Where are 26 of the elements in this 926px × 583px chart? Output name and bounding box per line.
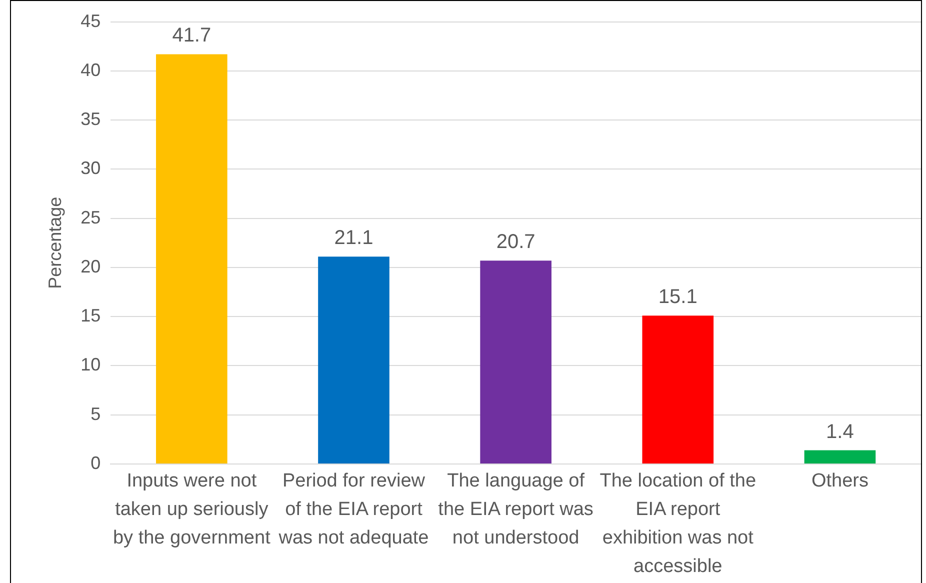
bar	[480, 260, 552, 464]
x-tick-label: The location of the EIA report exhibition was not accessible	[600, 470, 756, 577]
y-tick-label: 20	[80, 256, 101, 276]
y-tick-label: 25	[80, 207, 101, 228]
y-axis-title: Percentage	[44, 196, 65, 289]
bar	[642, 316, 714, 464]
y-tick-label: 40	[80, 60, 101, 80]
bar	[318, 256, 390, 464]
data-label: 41.7	[172, 24, 212, 47]
x-tick-label: The language of the EIA report was not understood	[438, 470, 594, 548]
y-tick-label: 5	[90, 404, 101, 424]
bar	[804, 450, 876, 464]
y-tick-label: 30	[80, 158, 101, 178]
x-tick-label: Inputs were not taken up seriously by the government	[112, 470, 272, 548]
bar	[156, 54, 228, 464]
data-label: 20.7	[496, 231, 536, 254]
y-tick-label: 0	[90, 452, 101, 473]
y-tick-label: 35	[80, 109, 101, 130]
data-label: 21.1	[334, 227, 374, 250]
x-tick-label: Period for review of the EIA report was not adequate	[278, 470, 429, 548]
x-tick-label: Others	[811, 470, 868, 492]
y-tick-label: 15	[80, 306, 101, 326]
data-label: 15.1	[658, 286, 698, 308]
y-tick-label: 10	[80, 354, 101, 375]
data-label: 1.4	[826, 420, 854, 443]
y-tick-label: 45	[80, 10, 101, 31]
